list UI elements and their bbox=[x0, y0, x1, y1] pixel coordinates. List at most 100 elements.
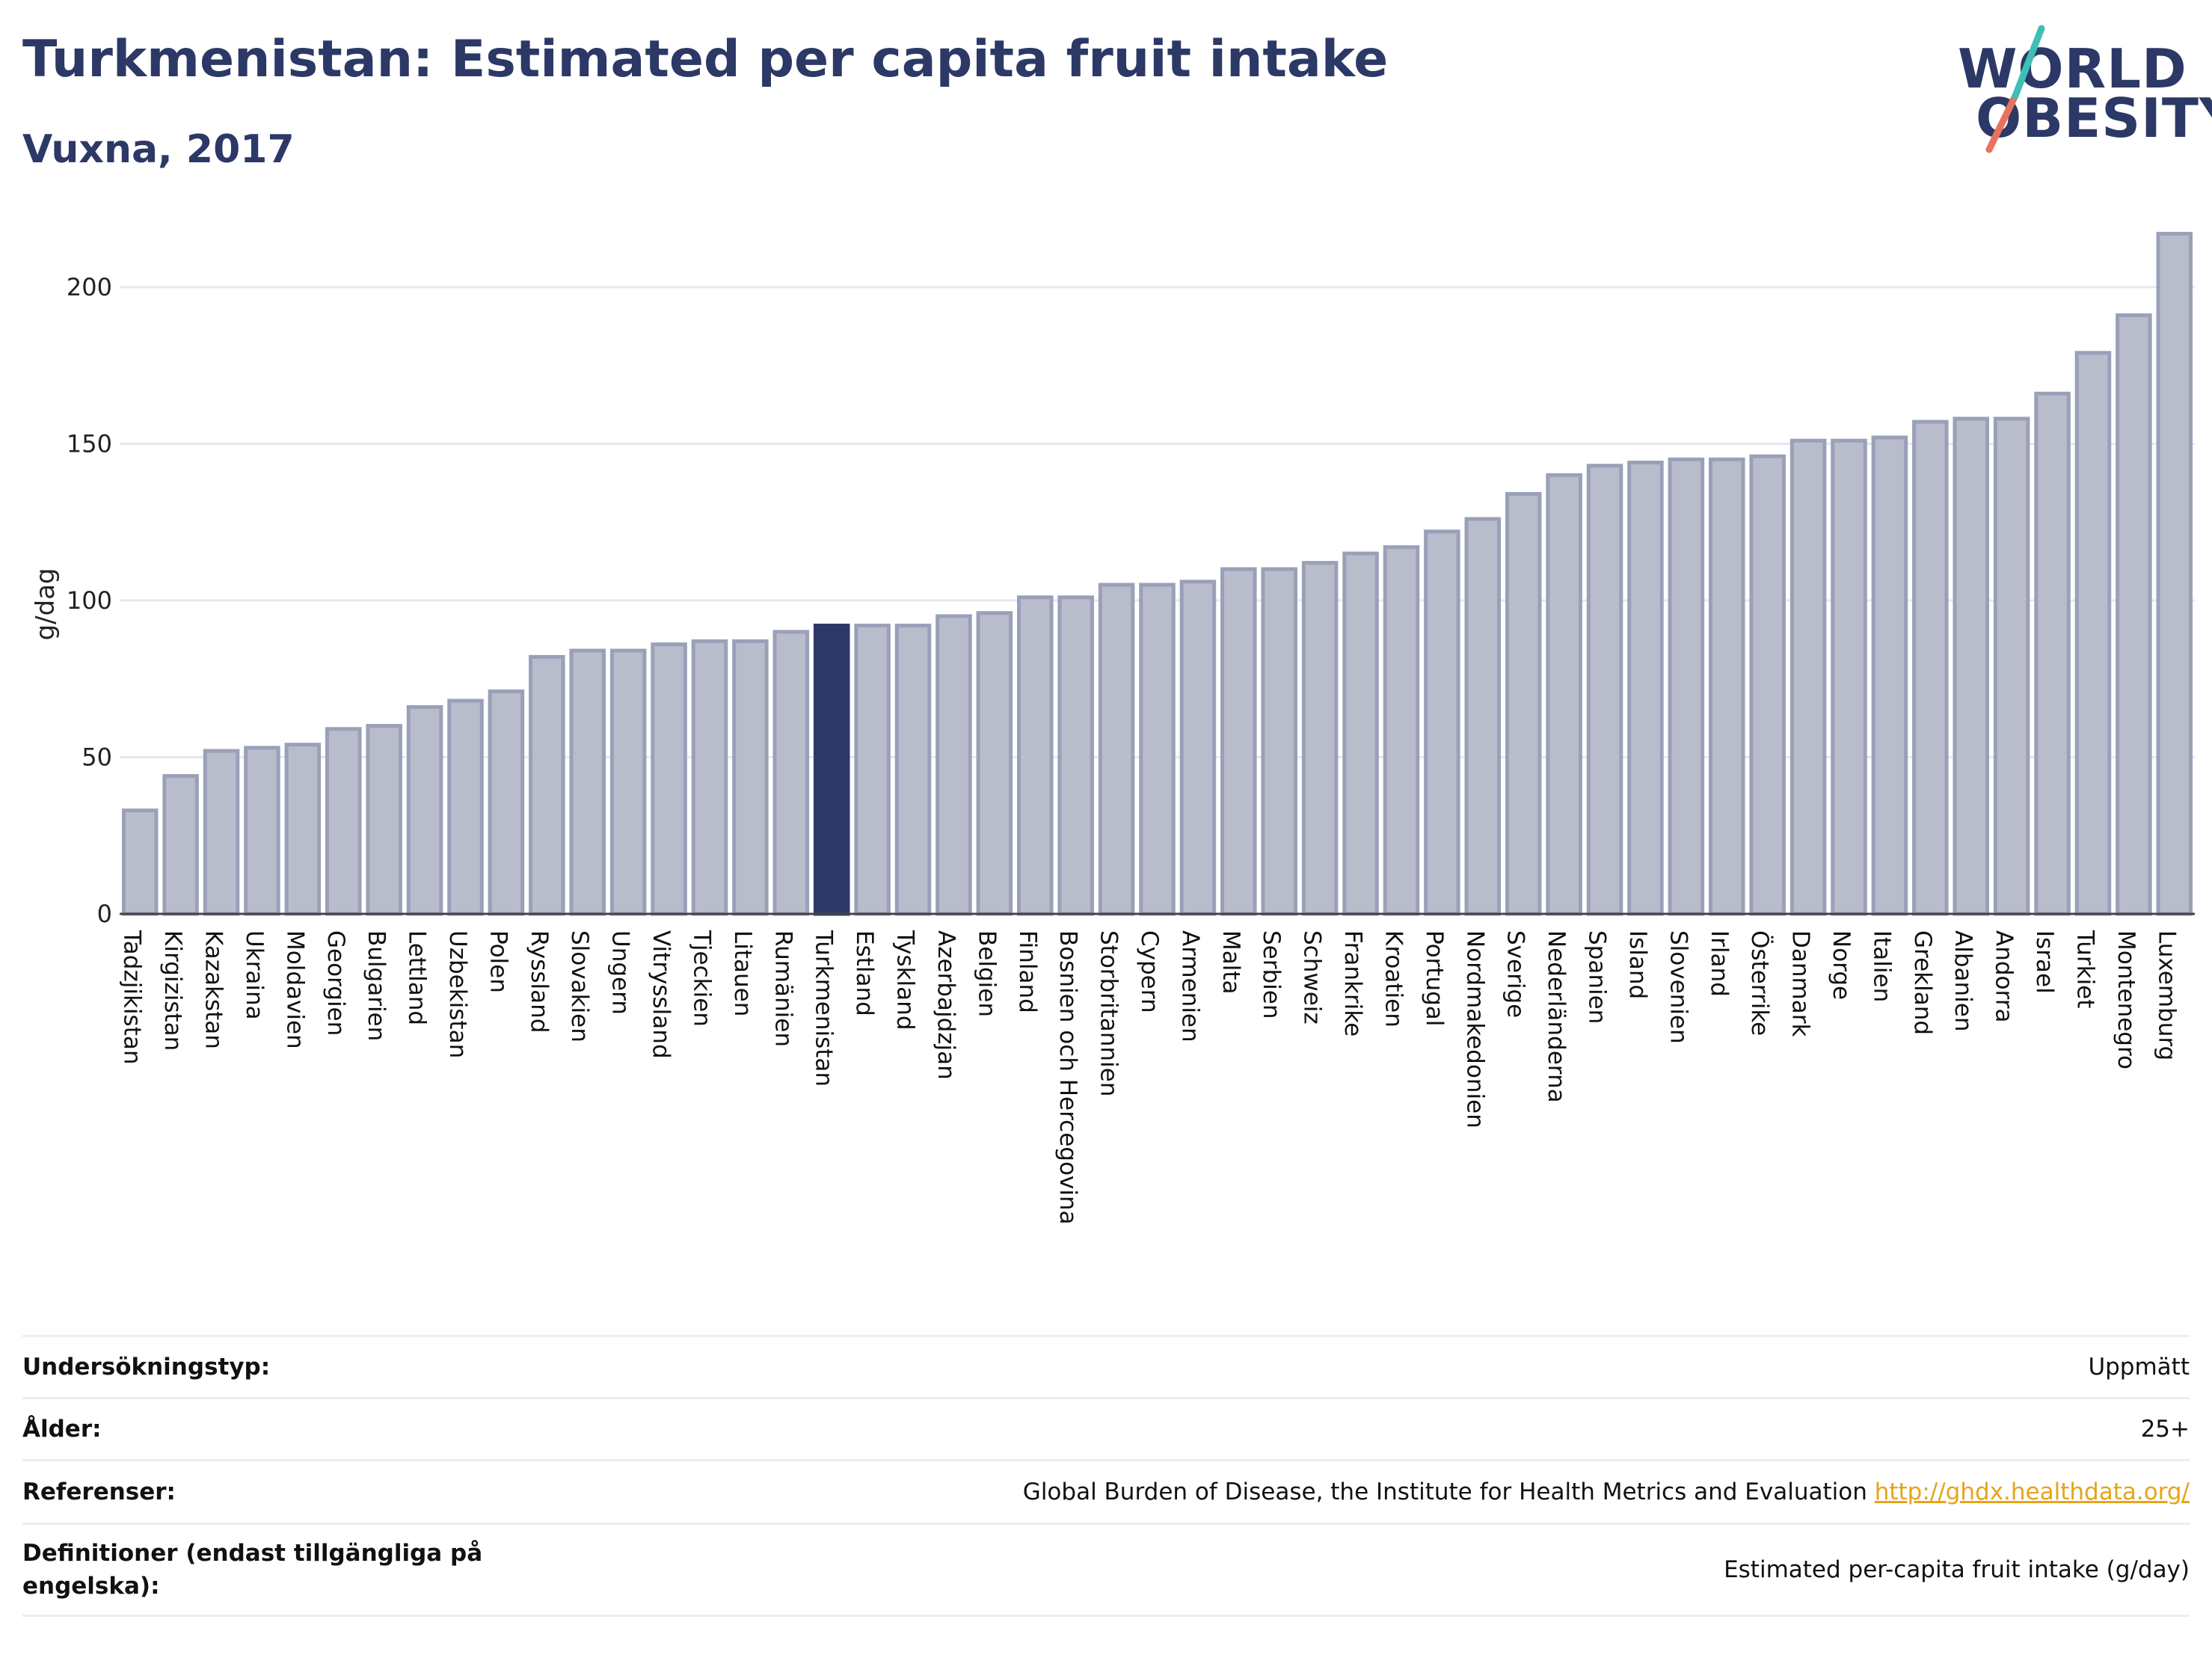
bar bbox=[1912, 420, 1949, 916]
x-tick-label: Norge bbox=[1828, 930, 1855, 1000]
x-tick-label: Grekland bbox=[1909, 930, 1936, 1035]
info-label: Referenser: bbox=[22, 1479, 176, 1505]
info-value: Estimated per-capita fruit intake (g/day… bbox=[1724, 1556, 2190, 1583]
bar-chart: 0 50 100 150 200 g/dag Tadzjikistan Kirgizistan… bbox=[31, 232, 2195, 1225]
y-tick-label: 150 bbox=[67, 429, 112, 458]
bar bbox=[1586, 464, 1623, 916]
x-tick-label: Kazakstan bbox=[200, 930, 227, 1049]
y-tick-label: 0 bbox=[97, 900, 112, 928]
x-tick-label: Polen bbox=[485, 930, 511, 993]
bar bbox=[1261, 567, 1297, 916]
x-tick-label: Israel bbox=[2031, 930, 2058, 994]
bar bbox=[121, 808, 159, 916]
x-tick-label: Cypern bbox=[1136, 930, 1163, 1013]
x-tick-label: Frankrike bbox=[1339, 930, 1366, 1037]
x-tick-label: Turkiet bbox=[2071, 930, 2098, 1008]
x-tick-label: Ukraina bbox=[241, 930, 268, 1020]
bar bbox=[976, 611, 1013, 916]
bar bbox=[406, 704, 443, 916]
y-tick-label: 200 bbox=[67, 273, 112, 301]
world-obesity-logo: WORLD OBESITY bbox=[1944, 22, 2212, 157]
bar bbox=[569, 648, 606, 916]
x-tick-label: Spanien bbox=[1584, 930, 1611, 1024]
bar bbox=[1098, 583, 1135, 916]
x-tick-label: Österrike bbox=[1746, 930, 1774, 1036]
bar bbox=[1464, 517, 1502, 916]
bar bbox=[366, 724, 402, 916]
x-tick-label: Danmark bbox=[1787, 930, 1814, 1037]
x-tick-label: Irland bbox=[1706, 930, 1733, 997]
x-tick-label: Portugal bbox=[1421, 930, 1448, 1026]
info-row-age: Ålder: 25+ bbox=[22, 1397, 2190, 1459]
info-label: Undersökningstyp: bbox=[22, 1354, 271, 1381]
x-tick-label: Slovakien bbox=[566, 930, 593, 1043]
y-axis-label: g/dag bbox=[31, 568, 61, 640]
bar bbox=[2074, 351, 2112, 916]
x-tick-label: Albanien bbox=[1950, 930, 1976, 1031]
x-tick-label: Italien bbox=[1868, 930, 1895, 1002]
x-tick-label: Vitryssland bbox=[648, 930, 675, 1059]
x-tick-label: Storbritannien bbox=[1096, 930, 1122, 1096]
info-label: Ålder: bbox=[22, 1416, 102, 1443]
info-row-references: Referenser: Global Burden of Disease, th… bbox=[22, 1459, 2190, 1523]
bar bbox=[2116, 313, 2152, 916]
info-table: Undersökningstyp: Uppmätt Ålder: 25+ Ref… bbox=[22, 1335, 2190, 1617]
bar bbox=[1749, 454, 1786, 916]
x-tick-label: Kirgizistan bbox=[159, 930, 186, 1051]
x-tick-label: Belgien bbox=[973, 930, 1000, 1017]
bar bbox=[1871, 435, 1908, 916]
bar bbox=[203, 749, 240, 916]
y-tick-label: 50 bbox=[82, 743, 112, 771]
x-tick-label: Luxemburg bbox=[2153, 930, 2180, 1060]
bar bbox=[1993, 417, 2030, 916]
x-tick-label: Serbien bbox=[1258, 930, 1285, 1019]
bar bbox=[894, 623, 932, 916]
bar bbox=[2034, 391, 2071, 916]
x-tick-label: Sverige bbox=[1502, 930, 1529, 1018]
chart-title: Turkmenistan: Estimated per capita fruit… bbox=[22, 30, 1389, 89]
logo-slash-icon bbox=[1985, 25, 2045, 153]
info-row-survey-type: Undersökningstyp: Uppmätt bbox=[22, 1335, 2190, 1397]
x-tick-label: Andorra bbox=[1991, 930, 2018, 1022]
info-value: 25+ bbox=[2140, 1416, 2190, 1443]
bar bbox=[732, 639, 769, 916]
chart-subtitle: Vuxna, 2017 bbox=[22, 127, 295, 172]
x-tick-label: Moldavien bbox=[281, 930, 308, 1049]
reference-link[interactable]: http://ghdx.healthdata.org/ bbox=[1874, 1479, 2190, 1505]
x-tick-label: Armenien bbox=[1176, 930, 1203, 1043]
bar bbox=[1017, 595, 1054, 916]
x-tick-label: Bulgarien bbox=[363, 930, 390, 1041]
bar bbox=[284, 743, 322, 916]
x-tick-label: Georgien bbox=[322, 930, 349, 1036]
x-tick-label: Tadzjikistan bbox=[119, 930, 146, 1065]
info-value: Uppmätt bbox=[2088, 1354, 2190, 1381]
bar bbox=[1301, 561, 1339, 916]
x-tick-label: Kroatien bbox=[1380, 930, 1407, 1028]
y-tick-label: 100 bbox=[67, 586, 112, 615]
x-tick-label: Rumänien bbox=[769, 930, 796, 1047]
bar bbox=[1709, 457, 1745, 916]
bar bbox=[1505, 491, 1542, 916]
bar bbox=[1424, 529, 1460, 916]
x-tick-label: Turkmenistan bbox=[811, 930, 838, 1087]
reference-text: Global Burden of Disease, the Institute … bbox=[1022, 1479, 1867, 1505]
x-tick-label: Ungern bbox=[607, 930, 634, 1015]
bar bbox=[162, 774, 199, 916]
x-tick-label: Estland bbox=[851, 930, 878, 1016]
bar bbox=[529, 654, 565, 916]
bar bbox=[854, 623, 891, 916]
x-tick-label: Tjeckien bbox=[688, 930, 715, 1027]
bar bbox=[325, 727, 362, 916]
bar bbox=[813, 623, 850, 916]
bar bbox=[936, 614, 972, 916]
bar bbox=[1627, 461, 1664, 916]
bar bbox=[1668, 457, 1705, 916]
x-tick-label: Tyskland bbox=[892, 930, 919, 1031]
x-tick-label: Litauen bbox=[729, 930, 756, 1016]
x-tick-label: Nederländerna bbox=[1543, 930, 1570, 1103]
bar bbox=[244, 746, 280, 916]
bar bbox=[1831, 438, 1867, 916]
bar bbox=[1342, 551, 1379, 916]
x-tick-label: Slovenien bbox=[1665, 930, 1692, 1044]
bar bbox=[1546, 473, 1582, 916]
